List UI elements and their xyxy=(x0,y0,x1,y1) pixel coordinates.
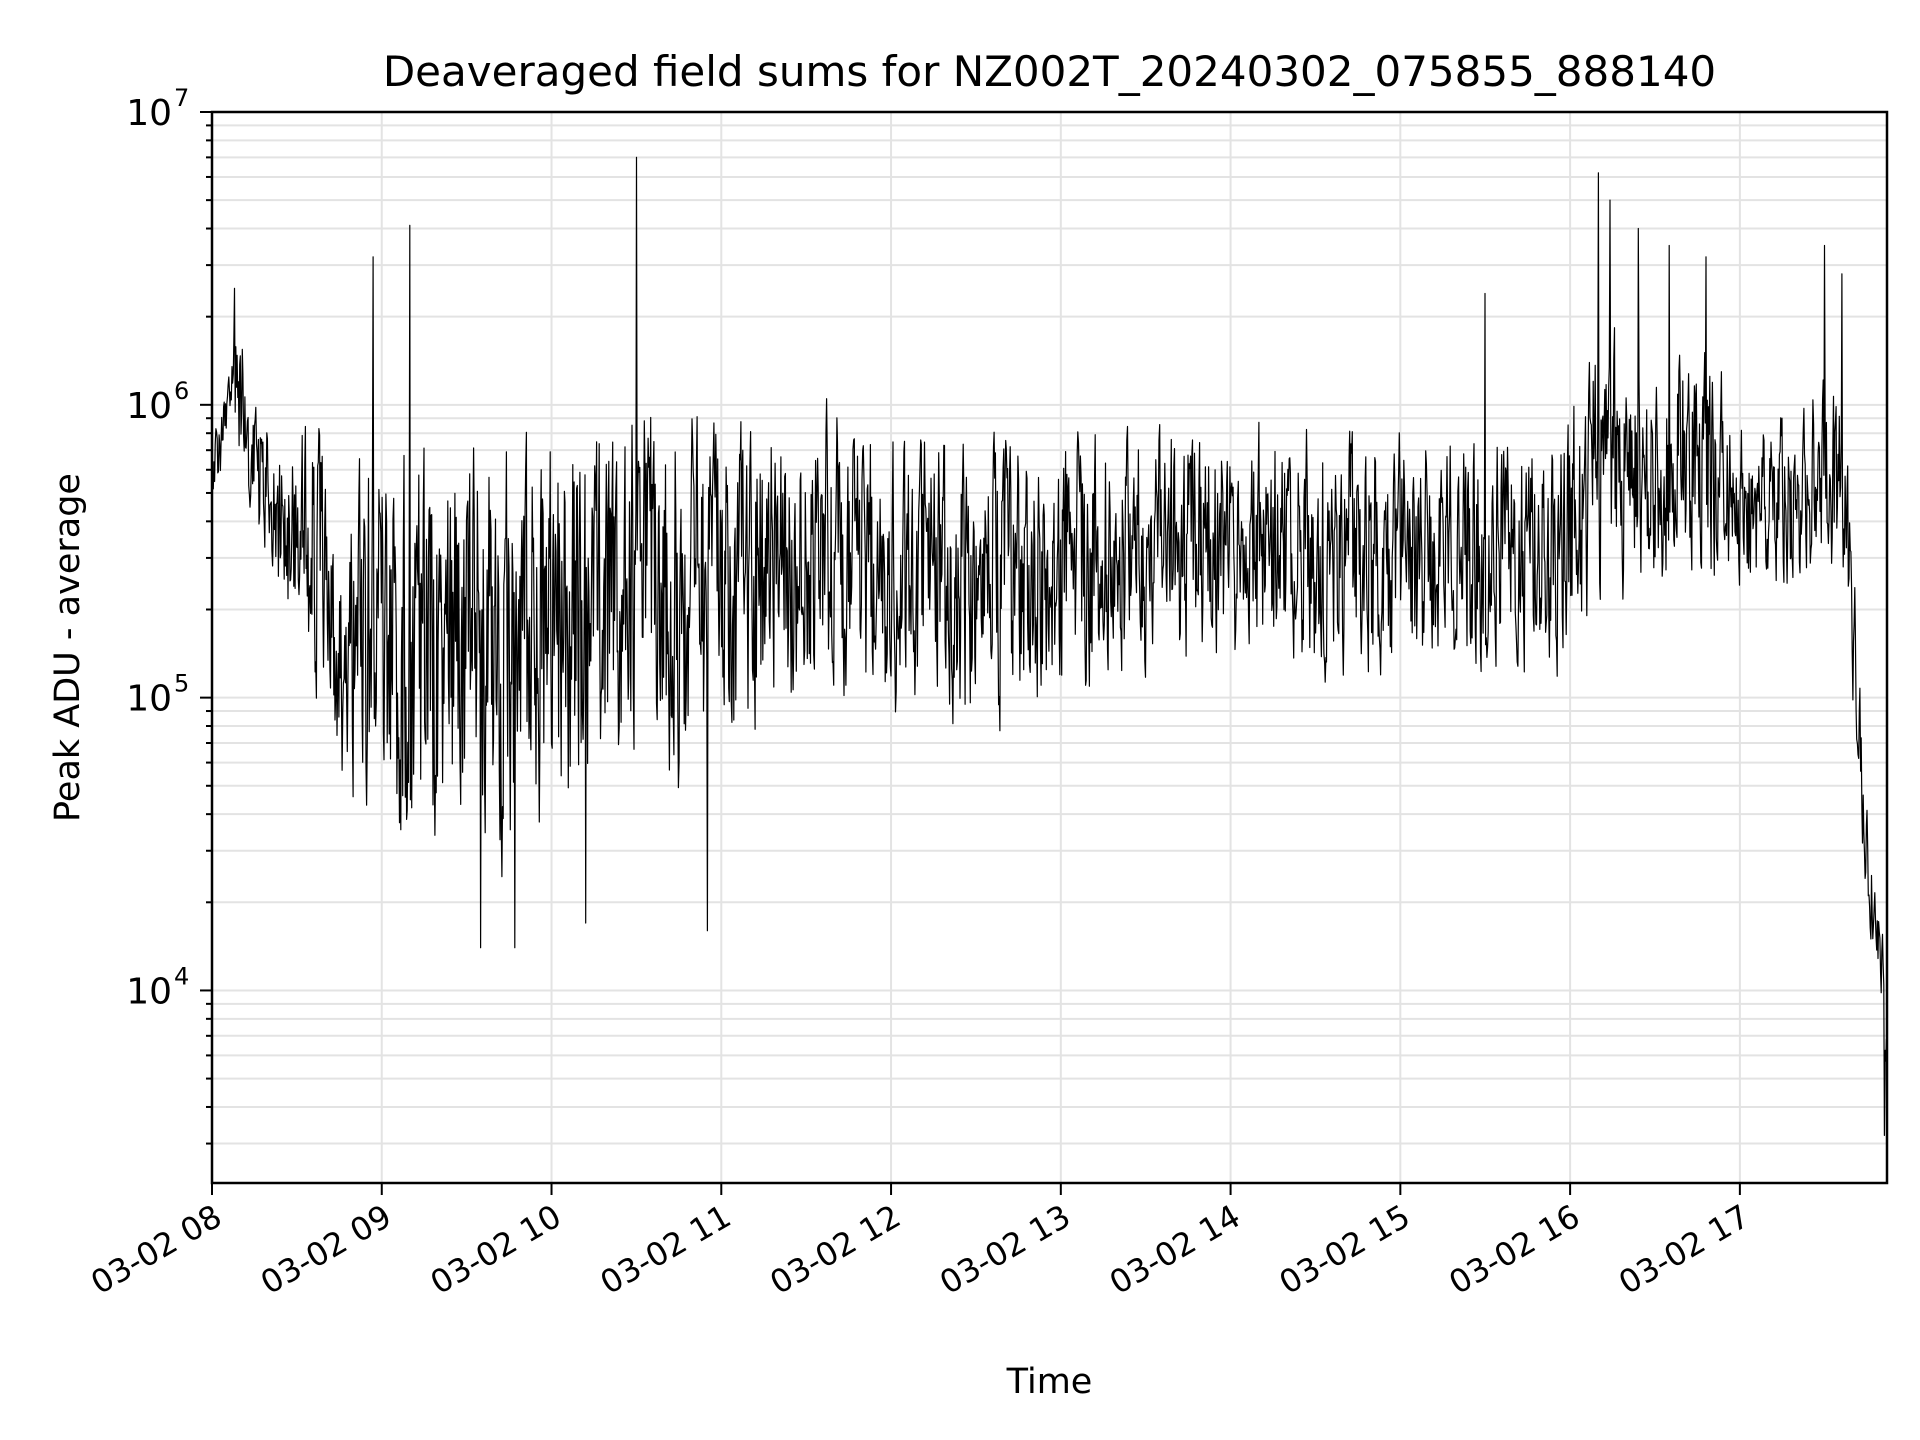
y-tick-exponent: 7 xyxy=(174,84,189,112)
y-tick-exponent: 6 xyxy=(174,377,189,405)
x-tick-label: 03-02 08 xyxy=(84,1197,228,1302)
y-axis-label: Peak ADU - average xyxy=(48,473,88,822)
x-tick-label: 03-02 13 xyxy=(933,1197,1077,1302)
y-tick-label: 10 xyxy=(126,679,172,720)
x-tick-label: 03-02 11 xyxy=(594,1197,738,1302)
x-tick-label: 03-02 09 xyxy=(254,1197,398,1302)
x-axis-label: Time xyxy=(1006,1362,1093,1402)
x-tick-label: 03-02 12 xyxy=(763,1197,907,1302)
x-axis: 03-02 08 03-02 09 03-02 10 03-02 11 03-02 12… xyxy=(84,1183,1756,1302)
x-tick-label: 03-02 17 xyxy=(1612,1197,1756,1302)
series xyxy=(211,156,1888,1136)
plot-area xyxy=(210,110,1889,1185)
y-tick-label: 10 xyxy=(126,386,172,427)
x-tick-label: 03-02 14 xyxy=(1103,1197,1247,1302)
y-tick-label: 10 xyxy=(126,93,172,134)
y-tick-exponent: 4 xyxy=(174,962,189,990)
x-tick-label: 03-02 10 xyxy=(424,1197,568,1302)
y-tick-exponent: 5 xyxy=(174,670,189,698)
series-line xyxy=(211,156,1888,1136)
y-tick-label: 10 xyxy=(126,971,172,1012)
x-tick-label: 03-02 16 xyxy=(1443,1197,1587,1302)
grid xyxy=(211,111,1887,1183)
chart-title: Deaveraged field sums for NZ002T_2024030… xyxy=(383,47,1716,96)
x-tick-label: 03-02 15 xyxy=(1273,1197,1417,1302)
